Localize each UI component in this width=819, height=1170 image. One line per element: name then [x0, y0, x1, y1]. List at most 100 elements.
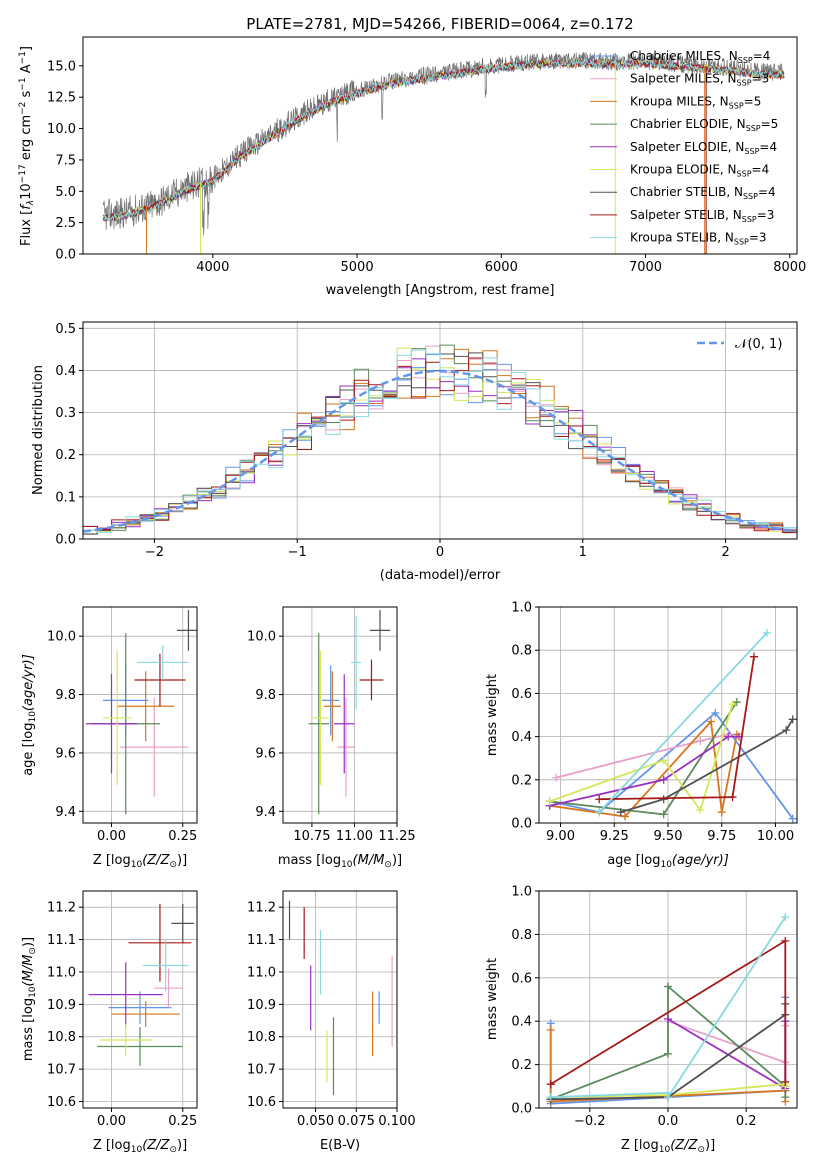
weight-point-marker [781, 1093, 790, 1102]
gaussian-legend-label: 𝒩(0, 1) [735, 337, 782, 352]
spectrum-legend: Chabrier MILES, NSSP=4 Salpeter MILES, NS… [590, 49, 778, 247]
x-tick-label: −0.2 [574, 1114, 606, 1129]
weight-point-marker [782, 726, 791, 735]
x-tick-label: 0.25 [168, 829, 197, 844]
legend-label: Chabrier STELIB, NSSP=4 [630, 185, 776, 201]
residual-histogram [83, 349, 797, 536]
y-tick-label: 2.5 [55, 216, 76, 231]
legend-label: Chabrier ELODIE, NSSP=5 [630, 117, 778, 133]
legend-label: Salpeter ELODIE, NSSP=4 [630, 140, 777, 156]
y-tick-label: 9.8 [55, 688, 76, 703]
y-tick-label: 10.9 [47, 998, 76, 1013]
z-age-y-label: age [log10(age/yr)] [21, 654, 38, 776]
histogram-x-label: (data-model)/error [380, 568, 501, 583]
y-tick-label: 10.6 [247, 1095, 276, 1110]
y-tick-label: 10.6 [47, 1095, 76, 1110]
legend-label: Salpeter STELIB, NSSP=3 [630, 208, 774, 224]
y-tick-label: 12.5 [47, 91, 76, 106]
z-age-frame [82, 606, 198, 824]
age-weight-plot-area [545, 628, 797, 823]
y-tick-label: 7.5 [55, 153, 76, 168]
z-age-y-ticks: 9.4 9.6 9.8 10.0 [47, 630, 83, 820]
legend-label: Kroupa MILES, NSSP=5 [630, 94, 761, 110]
y-tick-label: 5.0 [55, 185, 76, 200]
x-tick-label: 8000 [773, 260, 806, 275]
y-tick-label: 0.4 [55, 364, 76, 379]
x-tick-label: 0.00 [97, 1114, 126, 1129]
x-tick-label: 9.25 [600, 829, 629, 844]
weight-point-marker [659, 795, 668, 804]
histogram-legend: 𝒩(0, 1) [697, 337, 782, 352]
weight-series-line [549, 735, 739, 807]
y-tick-label: 10.7 [47, 1063, 76, 1078]
y-tick-label: 11.0 [47, 965, 76, 980]
weight-series-line [667, 1018, 787, 1091]
y-tick-label: 10.7 [247, 1063, 276, 1078]
y-tick-label: 11.2 [247, 901, 276, 916]
weight-point-marker [707, 717, 715, 726]
weight-point-marker [546, 1025, 555, 1034]
z-age-grid [83, 607, 197, 823]
ebv-mass-frame [282, 890, 398, 1109]
weight-point-marker [750, 652, 758, 661]
histogram-y-ticks: 0.0 0.1 0.2 0.3 0.4 0.5 [55, 322, 83, 548]
z-mass-frame [82, 890, 198, 1109]
weight-point-marker [664, 1015, 672, 1024]
mass-age-frame [282, 606, 398, 824]
weight-point-marker [781, 936, 790, 945]
z-weight-x-ticks: −0.2 0.0 0.2 [574, 1108, 757, 1129]
y-tick-label: 0.6 [511, 687, 532, 702]
z-age-x-label: Z [log10(Z/Z⊙)] [93, 853, 187, 870]
z-age-plot-area [85, 609, 197, 815]
z-weight-x-label: Z [log10(Z/Z⊙)] [621, 1138, 715, 1155]
y-tick-label: 10.0 [247, 630, 276, 645]
x-tick-label: 10.75 [293, 829, 330, 844]
weight-point-marker [781, 913, 790, 922]
histogram-x-ticks: −2 −1 0 1 2 [145, 539, 730, 560]
weight-point-marker [711, 708, 720, 717]
y-tick-label: 11.2 [47, 901, 76, 916]
weight-point-marker [659, 775, 668, 784]
weight-point-marker [788, 715, 797, 724]
weight-point-marker [664, 982, 672, 991]
legend-label: Kroupa STELIB, NSSP=3 [630, 231, 767, 247]
y-tick-label: 0.8 [511, 928, 532, 943]
y-tick-label: 11.1 [247, 933, 276, 948]
weight-point-marker [546, 1080, 555, 1089]
weight-series-line [549, 719, 738, 818]
spectrum-x-ticks: 4000 5000 6000 7000 8000 [196, 254, 806, 275]
z-age-x-ticks: 0.00 0.25 [97, 823, 197, 844]
spectrum-title: PLATE=2781, MJD=54266, FIBERID=0064, z=0… [246, 15, 633, 33]
x-tick-label: 0.2 [736, 1114, 757, 1129]
gaussian-curve [83, 369, 797, 533]
y-tick-label: 11.0 [247, 965, 276, 980]
x-tick-label: 11.00 [336, 829, 373, 844]
y-tick-label: 0.0 [55, 533, 76, 548]
x-tick-label: 0.0 [658, 1114, 679, 1129]
weight-series-line [598, 632, 768, 813]
y-tick-label: 0.5 [55, 322, 76, 337]
x-tick-label: 9.00 [546, 829, 575, 844]
y-tick-label: 0.3 [55, 406, 76, 421]
y-tick-label: 0.1 [55, 490, 76, 505]
y-tick-label: 0.0 [511, 1102, 532, 1117]
legend-label: Salpeter MILES, NSSP=3 [630, 72, 769, 88]
x-tick-label: 5000 [341, 260, 374, 275]
age-weight-x-ticks: 9.00 9.25 9.50 9.75 10.00 [546, 823, 794, 844]
legend-label: Kroupa ELODIE, NSSP=4 [630, 163, 769, 179]
x-tick-label: 4000 [196, 260, 229, 275]
y-tick-label: 1.0 [511, 885, 532, 900]
z-weight-y-ticks: 0.0 0.2 0.4 0.6 0.8 1.0 [511, 885, 539, 1117]
y-tick-label: 11.1 [47, 933, 76, 948]
weight-point-marker [621, 812, 629, 821]
weight-point-marker [732, 698, 741, 707]
z-weight-plot-area [546, 913, 790, 1108]
z-weight-y-label: mass weight [485, 958, 500, 1040]
y-tick-label: 9.4 [255, 805, 276, 820]
y-tick-label: 0.4 [511, 1015, 532, 1030]
x-tick-label: 9.50 [654, 829, 683, 844]
y-tick-label: 0.8 [511, 644, 532, 659]
age-weight-y-label: mass weight [485, 674, 500, 756]
weight-point-marker [552, 773, 561, 782]
weight-point-marker [781, 1077, 790, 1086]
